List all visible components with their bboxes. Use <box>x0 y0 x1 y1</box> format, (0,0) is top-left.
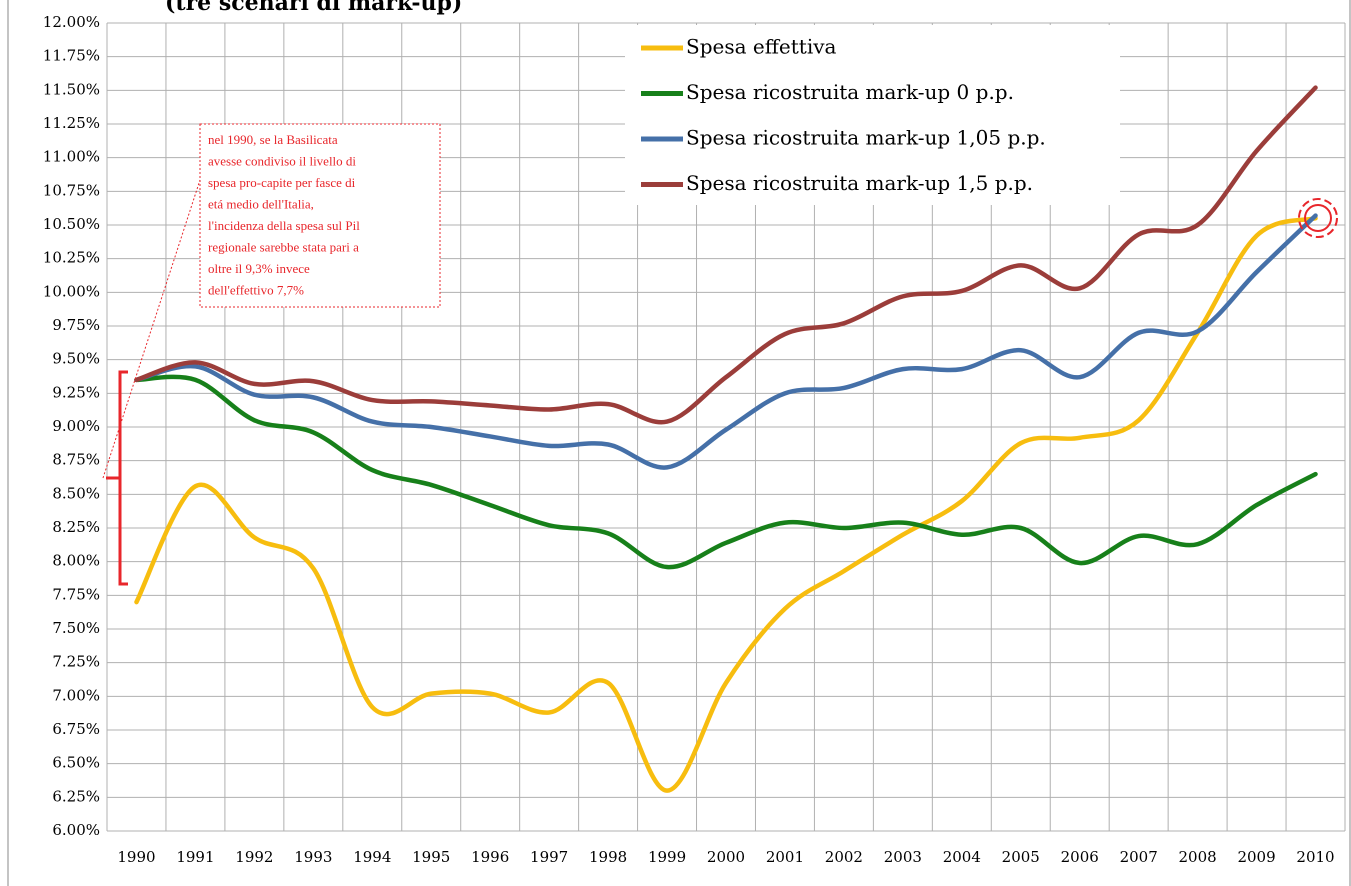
y-tick-label: 8.00% <box>52 552 100 570</box>
x-tick-label: 1996 <box>471 848 509 866</box>
x-tick-label: 1997 <box>530 848 568 866</box>
annotation-line: avesse condiviso il livello di <box>208 153 356 168</box>
y-tick-label: 12.00% <box>43 13 100 31</box>
x-tick-label: 2007 <box>1120 848 1158 866</box>
y-tick-label: 6.75% <box>52 720 100 738</box>
annotation-line: oltre il 9,3% invece <box>208 261 310 276</box>
legend-label: Spesa ricostruita mark-up 0 p.p. <box>686 80 1014 104</box>
x-tick-label: 1995 <box>412 848 450 866</box>
y-tick-label: 7.25% <box>52 653 100 671</box>
x-tick-label: 2002 <box>825 848 863 866</box>
legend-label: Spesa effettiva <box>686 35 837 59</box>
annotation-box <box>199 123 441 308</box>
y-tick-label: 11.25% <box>43 114 100 132</box>
y-tick-label: 7.75% <box>52 585 100 603</box>
series-line <box>134 213 1318 470</box>
x-tick-label: 2001 <box>766 848 804 866</box>
bracket <box>106 370 128 586</box>
y-tick-label: 9.50% <box>52 350 100 368</box>
x-tick-label: 2003 <box>884 848 922 866</box>
y-tick-label: 11.00% <box>43 148 100 166</box>
legend: Spesa effettiva Spesa ricostruita mark-up… <box>641 35 1046 195</box>
y-tick-label: 10.75% <box>43 181 100 199</box>
y-tick-label: 8.50% <box>52 484 100 502</box>
y-tick-label: 9.00% <box>52 417 100 435</box>
annotation-line: dell'effettivo 7,7% <box>208 282 304 297</box>
x-tick-label: 1994 <box>353 848 391 866</box>
x-tick-label: 2010 <box>1296 848 1334 866</box>
y-tick-label: 8.75% <box>52 451 100 469</box>
y-tick-label: 10.25% <box>43 249 100 267</box>
highlight-ring <box>1304 204 1332 232</box>
y-tick-label: 9.25% <box>52 383 100 401</box>
x-tick-label: 1991 <box>176 848 214 866</box>
y-tick-label: 8.25% <box>52 518 100 536</box>
y-tick-label: 6.00% <box>52 821 100 839</box>
x-tick-label: 2005 <box>1002 848 1040 866</box>
y-tick-label: 11.50% <box>43 80 100 98</box>
x-tick-label: 1999 <box>648 848 686 866</box>
annotation-line: spesa pro-capite per fasce di <box>208 175 356 190</box>
series-line <box>134 374 1318 570</box>
y-tick-label: 6.25% <box>52 787 100 805</box>
y-tick-label: 7.00% <box>52 686 100 704</box>
annotation: nel 1990, se la Basilicata avesse condivi… <box>208 132 360 298</box>
x-tick-label: 1990 <box>117 848 155 866</box>
highlight-ring <box>1298 198 1338 238</box>
annotation-line: etá medio dell'Italia, <box>208 196 314 211</box>
plot <box>134 85 1318 793</box>
x-tick-label: 1998 <box>589 848 627 866</box>
series-line <box>134 85 1318 425</box>
annotation-line: regionale sarebbe stata pari a <box>208 239 359 254</box>
x-tick-label: 1993 <box>294 848 332 866</box>
series-line <box>134 216 1318 793</box>
x-tick-label: 1992 <box>235 848 273 866</box>
y-tick-label: 11.75% <box>43 47 100 65</box>
y-tick-label: 10.50% <box>43 215 100 233</box>
legend-label: Spesa ricostruita mark-up 1,05 p.p. <box>686 126 1046 150</box>
y-tick-label: 6.50% <box>52 754 100 772</box>
chart-title: (tre scenari di mark-up) <box>165 0 462 16</box>
y-tick-label: 7.50% <box>52 619 100 637</box>
legend-bg <box>625 25 1120 205</box>
y-tick-label: 9.75% <box>52 316 100 334</box>
legend-label: Spesa ricostruita mark-up 1,5 p.p. <box>686 171 1033 195</box>
annotation-line: l'incidenza della spesa sul Pil <box>208 218 360 233</box>
x-tick-label: 2009 <box>1237 848 1275 866</box>
annotation-line: nel 1990, se la Basilicata <box>208 132 338 147</box>
y-tick-label: 10.00% <box>43 282 100 300</box>
x-tick-label: 2006 <box>1061 848 1099 866</box>
x-tick-label: 2004 <box>943 848 981 866</box>
x-tick-label: 2000 <box>707 848 745 866</box>
x-tick-label: 2008 <box>1179 848 1217 866</box>
